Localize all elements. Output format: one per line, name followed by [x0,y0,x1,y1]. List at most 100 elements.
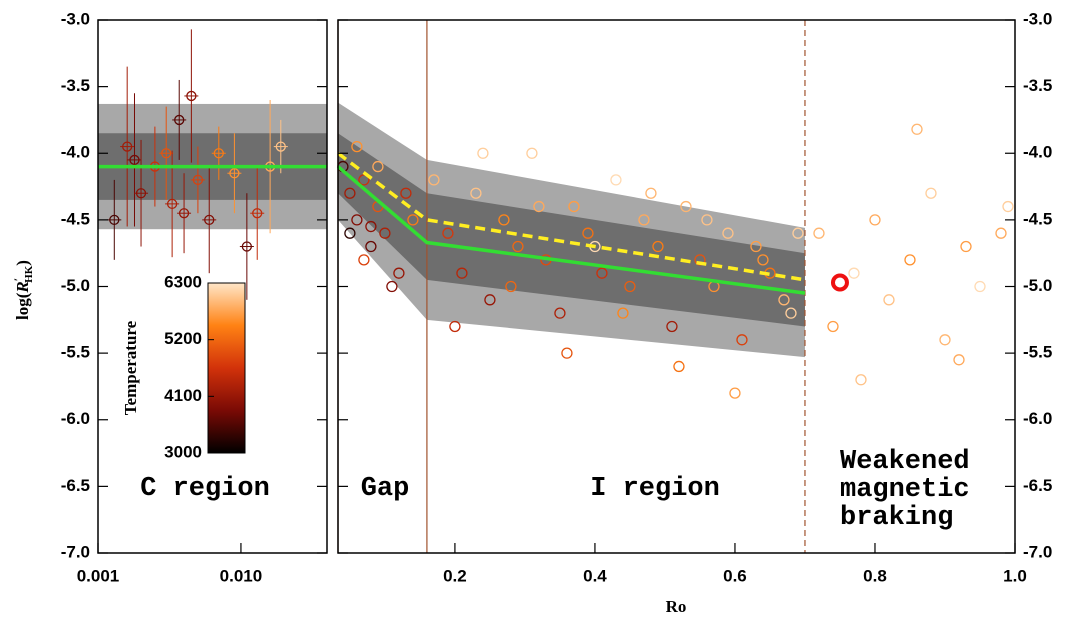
point [701,214,713,226]
y-label-part: ) [13,260,32,266]
y-tick-label: -4.5 [61,209,90,228]
x-tick-label: 0.8 [863,566,887,585]
point [911,123,923,135]
point [869,214,881,226]
x-tick-label: 0.4 [583,566,607,585]
point [393,267,405,279]
point [1002,200,1014,213]
x-tick-label: 0.2 [443,566,467,585]
point [526,147,538,159]
point [792,227,804,239]
point [470,187,482,199]
y2-tick-label: -5.5 [1023,343,1052,362]
y-label-part: ′ [11,278,25,281]
point [166,198,178,210]
point [275,141,286,152]
colorbar-tick-label: 3000 [164,442,202,461]
point [974,280,986,293]
annotation: magnetic [840,475,970,505]
point [813,227,825,239]
point [561,347,573,359]
point [109,214,120,226]
point [953,354,965,366]
point [484,294,496,306]
point [568,200,580,213]
y-label-part: log( [13,292,32,320]
y-tick-label: -3.5 [61,76,90,95]
point [241,241,253,252]
point [638,214,650,226]
point [848,267,860,279]
y-label-part: R [13,281,32,293]
point [596,267,608,279]
point [161,148,172,159]
point [883,294,895,306]
annotation: braking [840,503,953,533]
point [204,214,215,226]
point [498,214,510,226]
point [925,187,937,199]
point [449,320,461,333]
point [995,227,1007,239]
point [722,227,734,239]
x-tick-label: 0.6 [723,566,747,585]
y2-tick-label: -4.5 [1023,209,1052,228]
point [960,240,972,253]
axes: -7.0 -7.0 -6.5 -6.5 -6.0 -6.0 -5.5 -5.5 -5.0 -5.0… [61,9,1053,585]
colorbar-tick-label: 5200 [164,329,202,348]
y-tick-label: -4.0 [61,143,90,162]
point [192,174,204,186]
point [729,387,741,399]
trend-line [336,151,806,282]
x-tick-label: 1.0 [1003,566,1027,585]
point [365,220,377,233]
point [135,188,147,199]
colorbar-label: Temperature [121,320,140,415]
y-tick-label: -3.0 [61,9,90,28]
point [904,254,916,266]
point [358,254,370,266]
point [428,174,440,186]
y-tick-label: -5.0 [61,276,90,295]
point [122,141,133,152]
y-label-part: HK [23,265,35,283]
point [456,267,468,279]
colorbar-ticks: 3000 4100 5200 6300 [164,272,214,461]
point [610,174,622,186]
point [533,200,545,213]
point [407,214,419,226]
colorbar-tick-label: 4100 [164,386,202,405]
y2-tick-label: -6.0 [1023,409,1052,428]
point [379,227,391,239]
point [673,360,685,373]
point [358,174,370,186]
x-tick-label: 0.010 [220,566,263,585]
y-tick-label: -5.5 [61,343,90,362]
x-tick-label: 0.001 [77,566,120,585]
point [785,307,797,319]
fit-line [336,165,806,295]
point [939,334,951,346]
point [344,187,356,199]
y-tick-label: -6.5 [61,476,90,495]
point [174,114,185,126]
point [213,148,224,159]
point [400,187,412,199]
point [477,147,489,159]
point [365,240,377,253]
point [129,154,140,166]
colorbar [207,282,246,454]
point [666,320,678,333]
point [554,307,566,319]
point [757,254,769,266]
annotation: C region [140,474,270,504]
point [442,227,454,239]
point [178,208,190,219]
point [617,307,629,319]
point [351,214,363,226]
point [645,187,657,199]
y2-tick-label: -6.5 [1023,476,1052,495]
point [386,280,398,293]
y-tick-label: -7.0 [61,542,90,561]
